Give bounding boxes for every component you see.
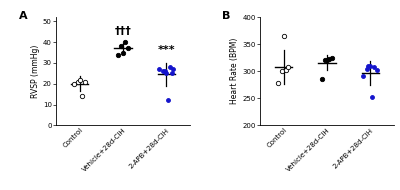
Point	[367, 64, 374, 67]
Point	[166, 66, 173, 69]
Point	[160, 70, 166, 73]
Point	[81, 80, 88, 83]
Point	[118, 45, 124, 48]
Point	[280, 35, 287, 38]
Y-axis label: RVSP (mmHg): RVSP (mmHg)	[31, 45, 40, 98]
Text: B: B	[222, 11, 231, 21]
Point	[76, 78, 83, 81]
Point	[279, 70, 285, 73]
Point	[369, 96, 375, 99]
Point	[163, 72, 170, 75]
Point	[324, 58, 330, 61]
Point	[283, 69, 289, 72]
Text: ***: ***	[158, 45, 175, 55]
Point	[115, 53, 122, 56]
Point	[156, 68, 163, 71]
Point	[319, 77, 325, 80]
Point	[326, 58, 332, 61]
Point	[161, 70, 168, 73]
Point	[71, 82, 77, 85]
Point	[365, 64, 372, 67]
Point	[122, 41, 128, 44]
Point	[170, 68, 176, 71]
Point	[125, 47, 132, 50]
Point	[364, 67, 370, 70]
Text: A: A	[18, 11, 27, 21]
Point	[168, 72, 175, 75]
Point	[75, 80, 81, 83]
Point	[79, 95, 85, 98]
Point	[374, 69, 380, 72]
Point	[165, 99, 171, 102]
Point	[360, 75, 366, 78]
Point	[275, 82, 281, 85]
Text: †††: †††	[115, 26, 132, 36]
Point	[322, 59, 328, 62]
Point	[120, 51, 126, 54]
Point	[370, 66, 377, 69]
Point	[285, 65, 292, 68]
Y-axis label: Heart Rate (BPM): Heart Rate (BPM)	[230, 38, 240, 104]
Point	[329, 56, 335, 59]
